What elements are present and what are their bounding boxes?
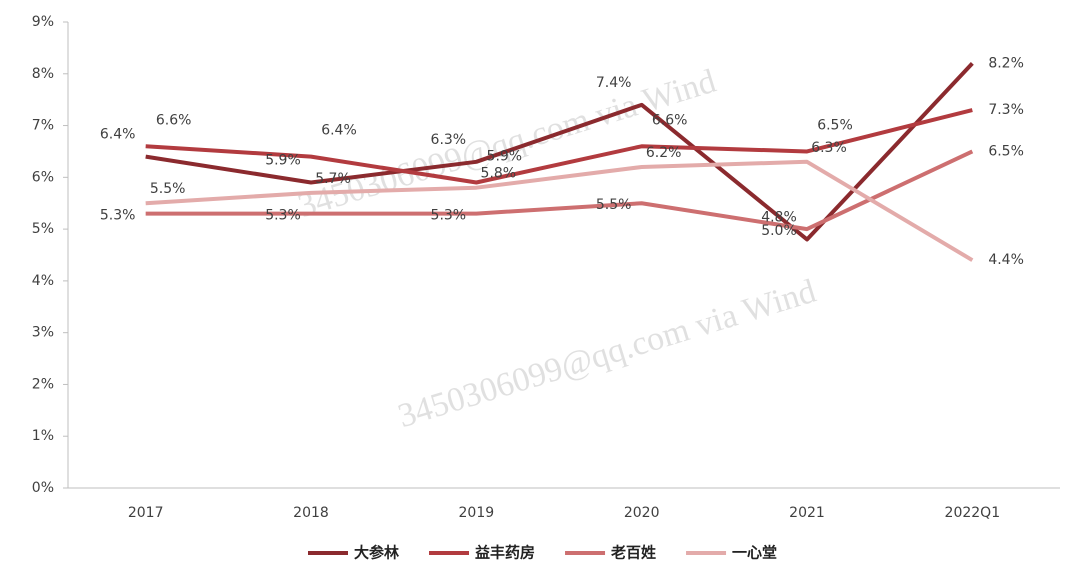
data-label: 8.2% xyxy=(988,55,1024,71)
data-label: 7.3% xyxy=(988,102,1024,118)
data-label: 5.9% xyxy=(487,149,523,165)
data-label: 5.5% xyxy=(596,197,632,213)
data-label: 6.4% xyxy=(321,123,357,139)
legend-label: 大参林 xyxy=(354,544,400,562)
data-label: 5.3% xyxy=(100,208,136,224)
y-tick-label: 4% xyxy=(32,273,54,289)
data-label: 5.9% xyxy=(265,153,301,169)
y-tick-label: 9% xyxy=(32,14,54,30)
y-tick-label: 8% xyxy=(32,66,54,82)
x-tick-label: 2017 xyxy=(128,505,164,521)
data-label: 6.3% xyxy=(431,132,467,148)
series-line xyxy=(145,159,974,262)
data-label: 6.6% xyxy=(652,112,688,128)
data-label: 5.7% xyxy=(315,171,351,187)
watermark: 3450306099@qq.com via Wind xyxy=(394,273,820,435)
x-tick-label: 2020 xyxy=(624,505,660,521)
data-label: 5.8% xyxy=(481,166,517,182)
data-label: 6.6% xyxy=(156,112,192,128)
x-tick-label: 2018 xyxy=(293,505,329,521)
y-tick-label: 0% xyxy=(32,480,54,496)
legend-label: 老百姓 xyxy=(610,544,656,562)
series-line xyxy=(145,62,974,242)
data-label: 6.5% xyxy=(817,117,853,133)
y-tick-label: 5% xyxy=(32,221,54,237)
data-label: 4.8% xyxy=(761,209,797,225)
data-label: 5.3% xyxy=(265,208,301,224)
data-label: 6.3% xyxy=(811,140,847,156)
series-line xyxy=(145,149,974,232)
x-tick-label: 2019 xyxy=(459,505,495,521)
y-tick-label: 7% xyxy=(32,118,54,134)
y-tick-label: 1% xyxy=(32,428,54,444)
data-label: 5.3% xyxy=(431,208,467,224)
x-tick-label: 2022Q1 xyxy=(945,505,1001,521)
y-tick-label: 2% xyxy=(32,376,54,392)
data-label: 6.2% xyxy=(646,145,682,161)
legend-label: 一心堂 xyxy=(732,544,777,562)
data-label: 5.5% xyxy=(150,181,186,197)
x-tick-label: 2021 xyxy=(789,505,825,521)
data-label: 6.5% xyxy=(988,143,1024,159)
data-label: 7.4% xyxy=(596,75,632,91)
y-tick-label: 6% xyxy=(32,169,54,185)
data-label: 5.0% xyxy=(761,223,797,239)
data-label: 4.4% xyxy=(988,252,1024,268)
y-tick-label: 3% xyxy=(32,325,54,341)
watermark: 3450306099@qq.com via Wind xyxy=(294,63,720,225)
data-label: 6.4% xyxy=(100,127,136,143)
series-line xyxy=(145,108,973,185)
legend-label: 益丰药房 xyxy=(475,544,535,562)
